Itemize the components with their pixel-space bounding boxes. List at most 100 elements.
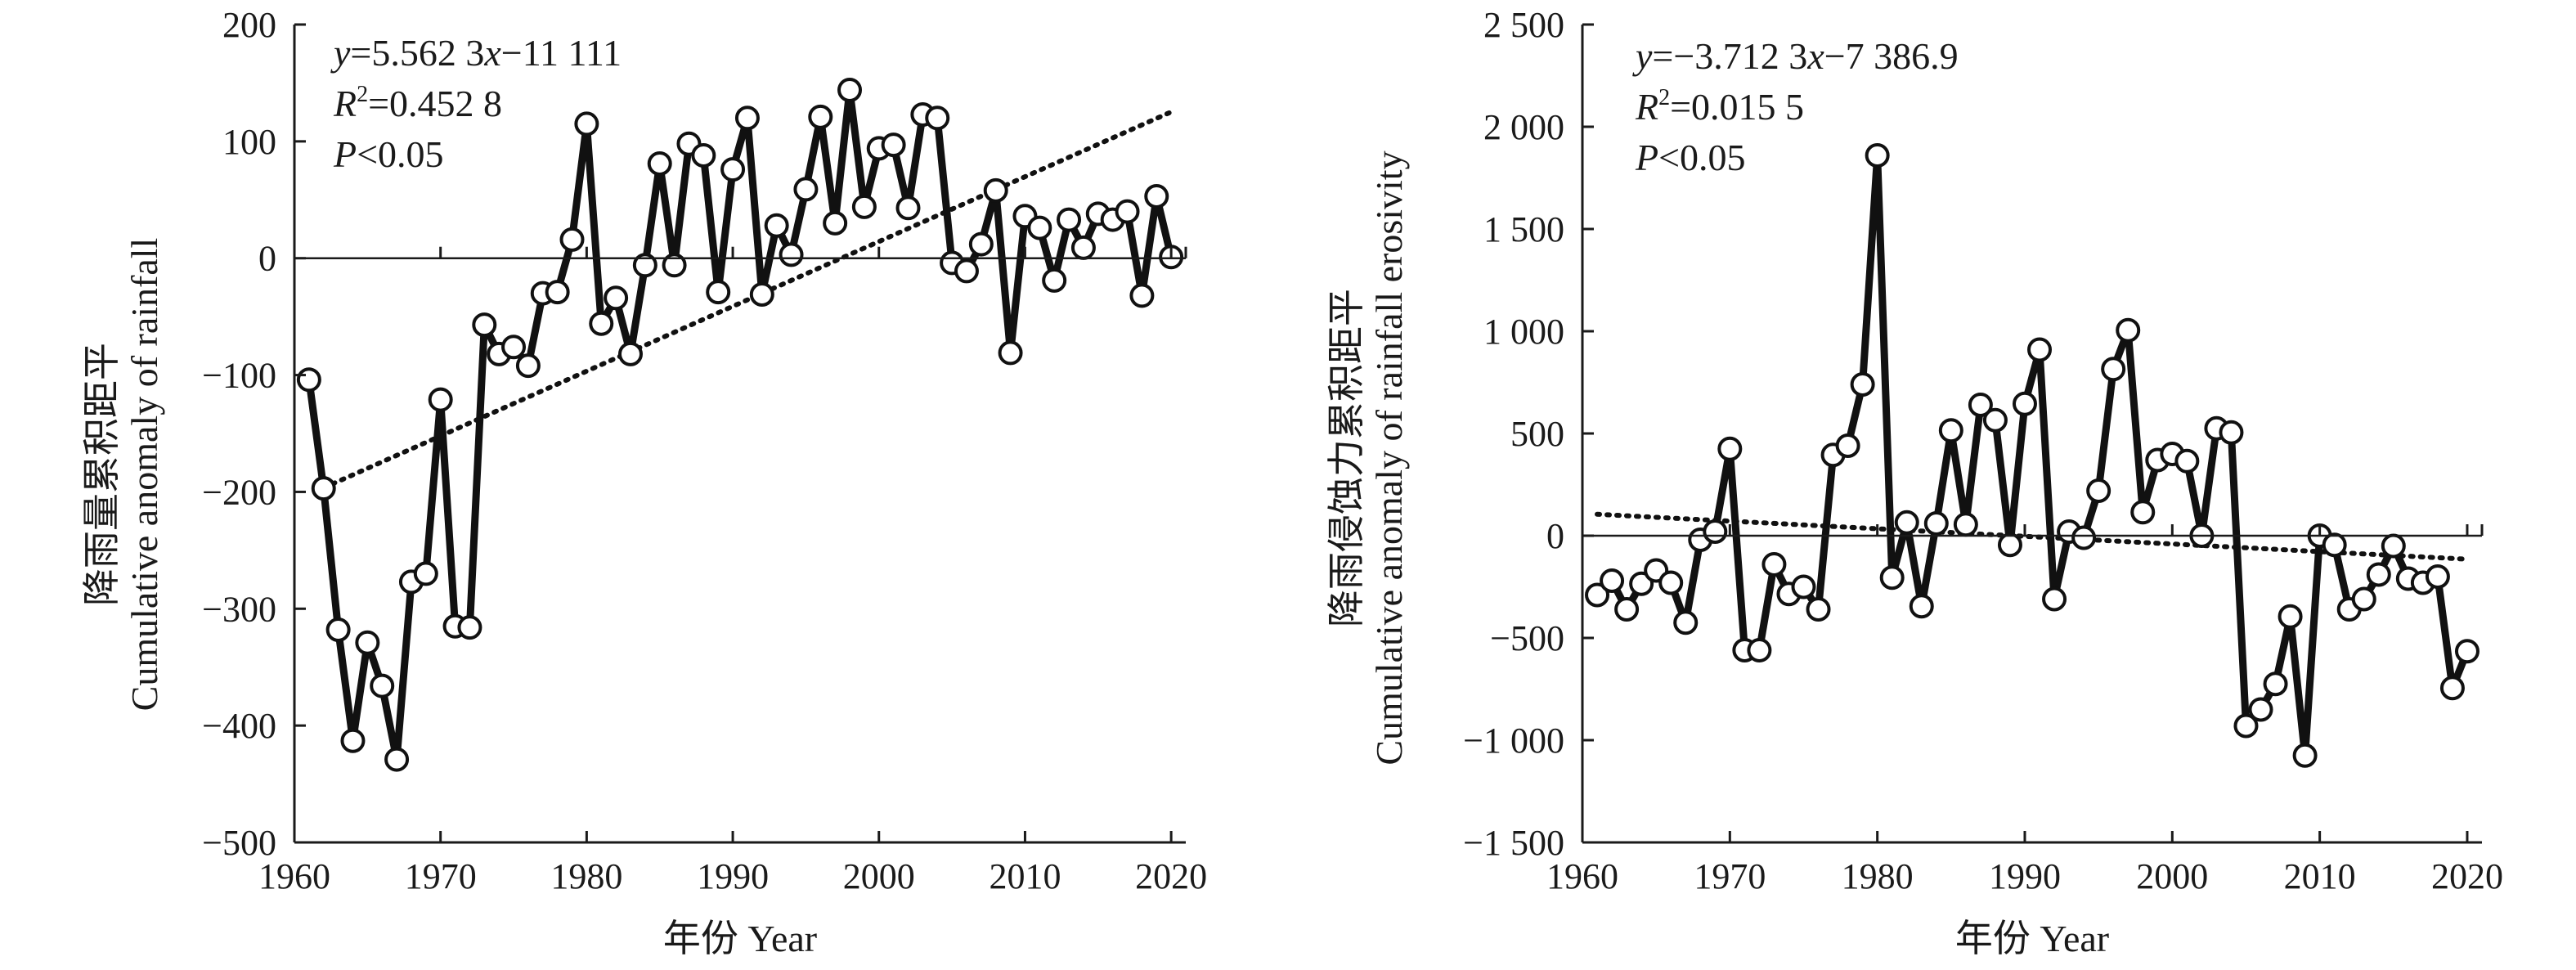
erosivity-ytick-label: 2 500 — [1483, 5, 1564, 45]
erosivity-data-point — [1953, 512, 1978, 537]
rainfall-data-point — [706, 280, 731, 305]
erosivity-data-point — [2027, 337, 2053, 362]
erosivity-data-point — [2454, 639, 2480, 664]
erosivity-data-point — [1909, 594, 1934, 619]
erosivity-data-point — [2219, 420, 2244, 445]
rainfall-data-point — [340, 728, 366, 753]
rainfall-data-point — [515, 353, 541, 379]
rainfall-r-squared: R2=0.452 8 — [333, 82, 502, 124]
rainfall-data-point — [1057, 207, 1082, 232]
erosivity-data-point — [1629, 571, 1654, 596]
erosivity-data-point — [2130, 500, 2156, 525]
rainfall-ytick-label: −200 — [202, 472, 276, 512]
erosivity-data-point — [2425, 564, 2450, 589]
rainfall-ytick-label: −400 — [202, 706, 276, 746]
erosivity-xtick-label: 2000 — [2136, 856, 2208, 896]
rainfall-data-point — [823, 210, 848, 236]
erosivity-ylabel-en: Cumulative anomaly of rainfall erosivity — [1368, 150, 1410, 765]
erosivity-ytick-label: −1 500 — [1463, 823, 1564, 863]
rainfall-xtick-label: 2020 — [1135, 856, 1207, 896]
rainfall-data-point — [764, 213, 789, 238]
rainfall-ytick-label: 200 — [222, 5, 276, 45]
rainfall-data-point — [574, 111, 599, 137]
rainfall-data-point — [734, 106, 760, 131]
erosivity-xtick-label: 1990 — [1989, 856, 2061, 896]
rainfall-data-point — [413, 561, 438, 586]
erosivity-p-value: P<0.05 — [1635, 137, 1746, 178]
rainfall-data-point — [808, 104, 833, 129]
rainfall-p-value: P<0.05 — [333, 133, 444, 175]
erosivity-data-point — [2292, 743, 2318, 768]
erosivity-data-point — [2366, 562, 2391, 587]
rainfall-ytick-label: −300 — [202, 589, 276, 629]
erosivity-data-point — [1747, 638, 1772, 662]
rainfall-data-point — [428, 387, 453, 412]
erosivity-ylabel-cn: 降雨侵蚀力累积距平 — [1326, 289, 1367, 627]
rainfall-data-point — [779, 242, 804, 267]
rainfall-data-point — [851, 194, 877, 219]
rainfall-data-point — [457, 615, 482, 640]
erosivity-data-point — [2351, 586, 2376, 612]
rainfall-xlabel: 年份 Year — [663, 918, 817, 959]
erosivity-data-point — [2322, 532, 2347, 558]
erosivity-data-point — [1894, 510, 1919, 535]
erosivity-data-point — [1585, 582, 1610, 608]
erosivity-data-point — [1658, 570, 1684, 595]
rainfall-data-point — [325, 617, 351, 642]
erosivity-data-point — [1614, 597, 1640, 622]
erosivity-xlabel: 年份 Year — [1955, 918, 2109, 959]
erosivity-data-point — [1717, 436, 1743, 461]
rainfall-data-point — [545, 280, 570, 305]
rainfall-trend-line — [321, 109, 1174, 491]
rainfall-data-point — [954, 258, 979, 284]
erosivity-axes: 2 500 2 000 1 500 1 000 500 0 −500 −1 000 −1 500… — [1463, 5, 2503, 896]
rainfall-data-point — [968, 231, 994, 257]
erosivity-data-point — [1997, 532, 2022, 558]
erosivity-xtick-label: 2010 — [2284, 856, 2356, 896]
erosivity-ytick-label: 1 500 — [1483, 209, 1564, 249]
rainfall-data-point — [384, 747, 410, 772]
erosivity-data-point — [2071, 525, 2097, 550]
rainfall-data-point — [501, 335, 527, 360]
erosivity-data-point — [1923, 511, 1949, 536]
rainfall-data-point — [720, 157, 746, 182]
erosivity-ytick-label: 2 000 — [1483, 107, 1564, 147]
erosivity-data-point — [1600, 568, 1625, 593]
erosivity-data-point — [2278, 604, 2303, 629]
rainfall-xtick-label: 1990 — [697, 856, 769, 896]
rainfall-series-line — [305, 86, 1175, 764]
rainfall-data-point — [311, 476, 336, 501]
erosivity-ytick-label: 1 000 — [1483, 312, 1564, 352]
rainfall-xtick-label: 2000 — [843, 856, 915, 896]
rainfall-data-point — [925, 106, 950, 131]
erosivity-data-point — [1982, 407, 2008, 433]
erosivity-data-point — [1968, 393, 1993, 417]
rainfall-data-point — [589, 311, 614, 336]
erosivity-data-point — [1850, 372, 1875, 397]
erosivity-ytick-label: −500 — [1490, 618, 1564, 658]
rainfall-data-point — [1144, 184, 1169, 209]
erosivity-r-squared: R2=0.015 5 — [1635, 85, 1804, 128]
erosivity-data-point — [2042, 586, 2067, 612]
rainfall-xtick-label: 1970 — [405, 856, 477, 896]
rainfall-xtick-label: 2010 — [989, 856, 1061, 896]
rainfall-data-point — [1027, 215, 1052, 240]
rainfall-ytick-label: 100 — [222, 122, 276, 162]
rainfall-ytick-label: −500 — [202, 823, 276, 863]
erosivity-data-point — [1761, 552, 1787, 577]
erosivity-data-point — [1835, 433, 1860, 458]
rainfall-data-point — [983, 177, 1008, 203]
erosivity-data-point — [1673, 610, 1699, 635]
erosivity-ytick-label: −1 000 — [1463, 721, 1564, 761]
rainfall-data-point — [793, 177, 819, 202]
rainfall-data-point — [895, 195, 921, 221]
rainfall-ylabel-cn: 降雨量累积距平 — [81, 343, 123, 606]
rainfall-data-point — [647, 151, 672, 176]
rainfall-data-point — [691, 143, 716, 168]
erosivity-xtick-label: 1980 — [1842, 856, 1914, 896]
erosivity-xtick-label: 2020 — [2431, 856, 2503, 896]
rainfall-xtick-label: 1980 — [550, 856, 622, 896]
erosivity-data-point — [2116, 317, 2141, 343]
erosivity-data-point — [2101, 357, 2126, 382]
